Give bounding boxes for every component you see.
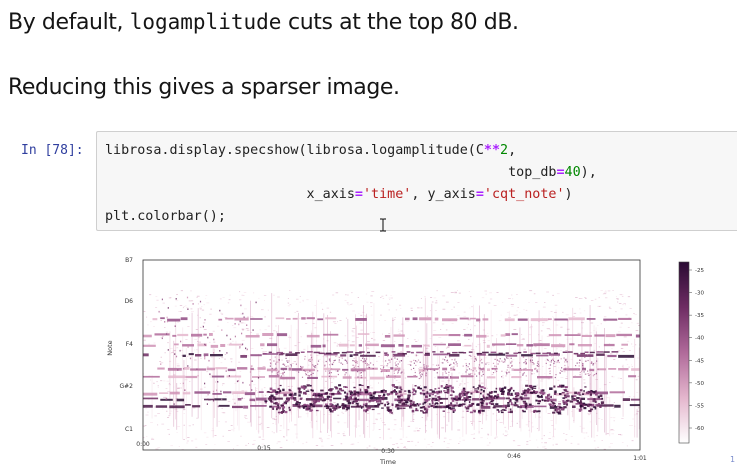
code-line: librosa.display.specshow(librosa.logampl… xyxy=(105,140,597,162)
y-tick-label: G#2 xyxy=(120,383,134,390)
markdown-line-2: Reducing this gives a sparser image. xyxy=(8,75,400,100)
code-cell-editor[interactable]: librosa.display.specshow(librosa.logampl… xyxy=(96,131,737,231)
colorbar-tick-label: -55 xyxy=(695,403,704,409)
y-tick-label: D6 xyxy=(125,298,134,305)
plot-axes xyxy=(142,259,641,451)
x-tick-label: 0:00 xyxy=(136,441,150,448)
x-axis: 0:00 0:15 0:30 0:46 1:01 Time xyxy=(136,441,647,466)
inline-code: logamplitude xyxy=(129,10,282,34)
code-token: ** xyxy=(483,143,501,158)
markdown-text: cuts at the top 80 dB. xyxy=(281,10,519,35)
markdown-text: By default, xyxy=(8,10,130,35)
code-token: 'time' xyxy=(362,187,412,202)
colorbar-tick-label: -25 xyxy=(695,268,704,274)
code-token: 40 xyxy=(564,165,581,180)
code-token: 2 xyxy=(500,143,509,158)
partial-glyph: 1 xyxy=(730,455,736,464)
code-token: = xyxy=(475,187,484,202)
x-tick-label: 0:15 xyxy=(257,445,271,452)
colorbar-tick-label: -45 xyxy=(695,358,704,364)
code-token: , y_axis xyxy=(411,187,476,202)
colorbar-gradient xyxy=(678,261,690,444)
code-token: x_axis xyxy=(105,187,355,202)
output-area: B7 D6 F4 G#2 C1 Note 0:00 0:15 0:30 0:46… xyxy=(98,248,737,473)
y-tick-label: F4 xyxy=(126,341,133,348)
code-token: ) xyxy=(564,187,573,202)
code-line: x_axis='time', y_axis='cqt_note') xyxy=(105,184,597,206)
markdown-line-1: By default, logamplitude cuts at the top… xyxy=(8,10,519,35)
colorbar: -25 -30 -35 -40 -45 -50 -55 -60 xyxy=(678,261,704,444)
code-token: = xyxy=(556,165,565,180)
code-token: librosa.display.specshow(librosa.logampl… xyxy=(105,143,484,158)
colorbar-tick-label: -40 xyxy=(695,336,704,342)
y-tick-label: C1 xyxy=(125,426,133,433)
text-cursor-icon xyxy=(380,218,386,232)
code-token: 'cqt_note' xyxy=(483,187,565,202)
spectrogram-figure: B7 D6 F4 G#2 C1 Note 0:00 0:15 0:30 0:46… xyxy=(106,257,704,466)
x-tick-label: 0:30 xyxy=(381,448,395,455)
y-axis-label: Note xyxy=(106,340,114,355)
colorbar-tick-label: -60 xyxy=(695,426,704,432)
y-tick-label: B7 xyxy=(125,257,133,264)
colorbar-tick-label: -30 xyxy=(695,291,704,297)
code-text[interactable]: librosa.display.specshow(librosa.logampl… xyxy=(105,140,597,228)
spectrogram-image xyxy=(143,290,640,450)
x-axis-label: Time xyxy=(379,458,396,466)
code-token: ), xyxy=(580,165,597,180)
x-tick-label: 0:46 xyxy=(507,453,521,460)
colorbar-tick-label: -50 xyxy=(695,381,704,387)
code-token: , xyxy=(508,143,517,158)
input-prompt: In [78]: xyxy=(21,143,84,158)
code-token: = xyxy=(354,187,363,202)
code-line: top_db=40), xyxy=(105,162,597,184)
code-line: plt.colorbar(); xyxy=(105,206,597,228)
colorbar-tick-label: -35 xyxy=(695,313,704,319)
y-axis: B7 D6 F4 G#2 C1 Note xyxy=(106,257,133,433)
code-token: plt.colorbar(); xyxy=(105,209,226,224)
x-tick-label: 1:01 xyxy=(633,455,647,462)
code-token: top_db xyxy=(105,165,557,180)
